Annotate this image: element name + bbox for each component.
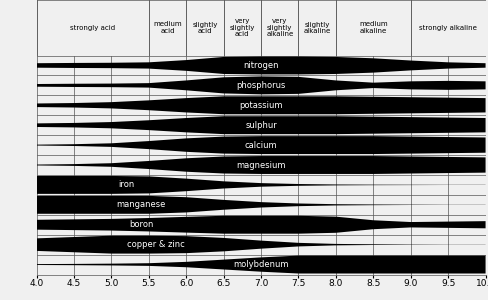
Polygon shape: [37, 156, 486, 174]
Polygon shape: [37, 76, 486, 94]
Text: iron: iron: [118, 180, 135, 189]
Text: very
slightly
alkaline: very slightly alkaline: [266, 18, 293, 37]
Text: very
slightly
acid: very slightly acid: [230, 18, 255, 37]
Polygon shape: [37, 216, 486, 234]
Text: slightly
acid: slightly acid: [192, 22, 218, 34]
Text: strongly acid: strongly acid: [70, 25, 115, 31]
Text: copper & zinc: copper & zinc: [127, 240, 185, 249]
Text: sulphur: sulphur: [245, 121, 277, 130]
Polygon shape: [37, 236, 486, 254]
Polygon shape: [37, 96, 486, 114]
Text: molybdenum: molybdenum: [233, 260, 289, 269]
Polygon shape: [37, 56, 486, 74]
Text: magnesium: magnesium: [236, 160, 286, 169]
Polygon shape: [37, 136, 486, 154]
Text: medium
alkaline: medium alkaline: [359, 22, 387, 34]
Polygon shape: [37, 116, 486, 134]
Text: nitrogen: nitrogen: [244, 61, 279, 70]
Text: slightly
alkaline: slightly alkaline: [304, 22, 331, 34]
Text: phosphorus: phosphorus: [236, 81, 286, 90]
Polygon shape: [37, 176, 486, 194]
Text: calcium: calcium: [245, 141, 277, 150]
Text: medium
acid: medium acid: [153, 22, 182, 34]
Polygon shape: [37, 256, 486, 274]
Text: boron: boron: [129, 220, 154, 229]
Text: manganese: manganese: [117, 200, 166, 209]
Text: potassium: potassium: [239, 101, 283, 110]
Text: strongly alkaline: strongly alkaline: [419, 25, 477, 31]
Polygon shape: [37, 196, 486, 214]
